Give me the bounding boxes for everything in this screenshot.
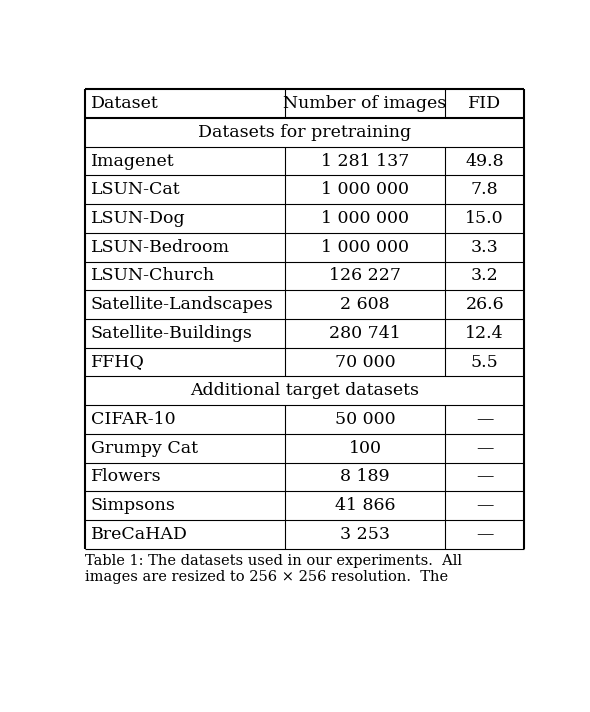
Text: 3.3: 3.3 xyxy=(471,239,499,256)
Text: Satellite-Landscapes: Satellite-Landscapes xyxy=(91,296,273,313)
Text: 7.8: 7.8 xyxy=(471,182,499,198)
Text: LSUN-Dog: LSUN-Dog xyxy=(91,210,185,227)
Text: 1 281 137: 1 281 137 xyxy=(321,152,409,169)
Text: 1 000 000: 1 000 000 xyxy=(321,239,409,256)
Text: 5.5: 5.5 xyxy=(471,354,499,370)
Text: FID: FID xyxy=(468,95,501,112)
Text: 1 000 000: 1 000 000 xyxy=(321,210,409,227)
Text: —: — xyxy=(476,526,493,543)
Text: FFHQ: FFHQ xyxy=(91,354,145,370)
Text: Additional target datasets: Additional target datasets xyxy=(190,382,419,399)
Text: Datasets for pretraining: Datasets for pretraining xyxy=(198,124,411,141)
Text: Grumpy Cat: Grumpy Cat xyxy=(91,440,198,456)
Text: Table 1: The datasets used in our experiments.  All
images are resized to 256 × : Table 1: The datasets used in our experi… xyxy=(85,554,462,585)
Text: LSUN-Cat: LSUN-Cat xyxy=(91,182,181,198)
Text: 280 741: 280 741 xyxy=(329,325,401,342)
Text: 8 189: 8 189 xyxy=(340,468,390,486)
Text: Flowers: Flowers xyxy=(91,468,161,486)
Text: Number of images: Number of images xyxy=(283,95,447,112)
Text: 126 227: 126 227 xyxy=(329,268,401,284)
Text: LSUN-Bedroom: LSUN-Bedroom xyxy=(91,239,230,256)
Text: —: — xyxy=(476,440,493,456)
Text: 2 608: 2 608 xyxy=(340,296,390,313)
Text: 15.0: 15.0 xyxy=(466,210,504,227)
Text: 70 000: 70 000 xyxy=(335,354,395,370)
Text: Imagenet: Imagenet xyxy=(91,152,174,169)
Text: 49.8: 49.8 xyxy=(466,152,504,169)
Text: 26.6: 26.6 xyxy=(466,296,504,313)
Text: —: — xyxy=(476,468,493,486)
Text: 41 866: 41 866 xyxy=(335,497,395,514)
Text: —: — xyxy=(476,411,493,428)
Text: LSUN-Church: LSUN-Church xyxy=(91,268,215,284)
Text: 3.2: 3.2 xyxy=(471,268,499,284)
Text: 50 000: 50 000 xyxy=(335,411,395,428)
Text: BreCaHAD: BreCaHAD xyxy=(91,526,188,543)
Text: 3 253: 3 253 xyxy=(340,526,390,543)
Text: Simpsons: Simpsons xyxy=(91,497,176,514)
Text: Dataset: Dataset xyxy=(91,95,159,112)
Text: 12.4: 12.4 xyxy=(466,325,504,342)
Text: CIFAR-10: CIFAR-10 xyxy=(91,411,175,428)
Text: Satellite-Buildings: Satellite-Buildings xyxy=(91,325,253,342)
Text: 100: 100 xyxy=(349,440,382,456)
Text: —: — xyxy=(476,497,493,514)
Text: 1 000 000: 1 000 000 xyxy=(321,182,409,198)
